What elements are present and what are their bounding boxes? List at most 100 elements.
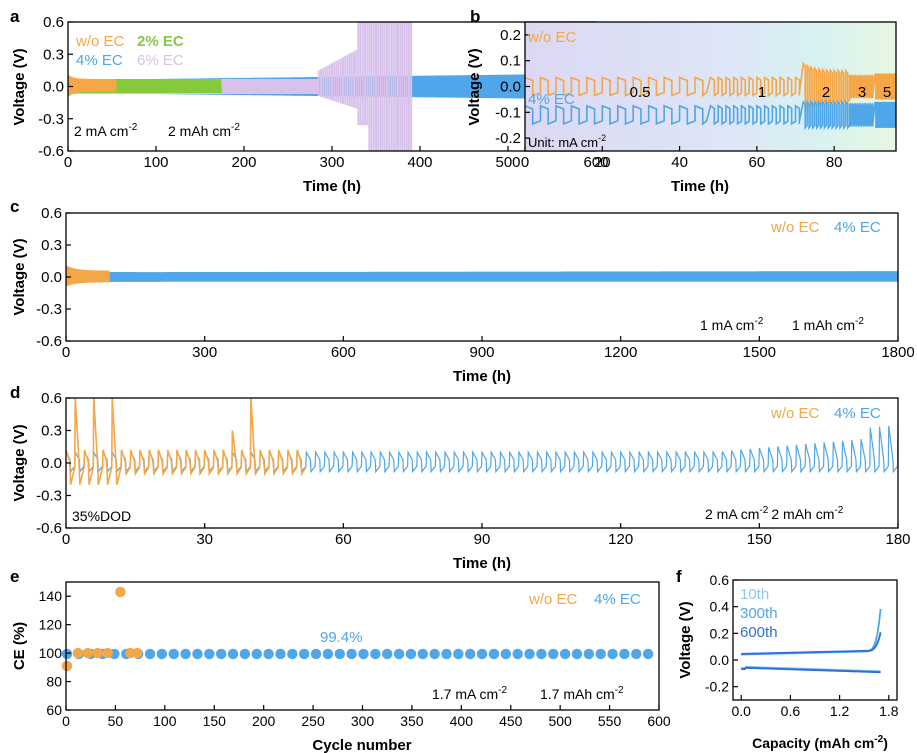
ylabel-f: Voltage (V) bbox=[677, 601, 694, 678]
legend-e-4-ec: 4% EC bbox=[594, 591, 641, 608]
point-e-4-ec bbox=[192, 648, 203, 660]
e-xtick-label: 150 bbox=[203, 713, 227, 729]
point-e-4-ec bbox=[287, 648, 298, 660]
b-xtick-label: 80 bbox=[826, 154, 843, 171]
point-e-4-ec bbox=[370, 648, 381, 660]
series-c-wo-ec bbox=[66, 265, 110, 287]
panel-f-voltage-capacity: f 0.0 0.6 1.2 1.8-0.20.00.20.40.6 10th 300t… bbox=[676, 567, 899, 751]
point-e-4-ec bbox=[429, 648, 440, 660]
c-xtick-label: 0 bbox=[62, 344, 70, 361]
a-xtick-label: 300 bbox=[319, 154, 344, 171]
point-e-4-ec bbox=[642, 648, 654, 660]
point-e-4-ec bbox=[204, 648, 215, 660]
d-xtick-label: 180 bbox=[885, 531, 910, 548]
a-xtick-label: 100 bbox=[143, 154, 168, 171]
b-xtick-label: 20 bbox=[594, 154, 611, 171]
e-xtick-label: 100 bbox=[153, 713, 177, 729]
legend-c-4-ec: 4% EC bbox=[834, 219, 881, 236]
b-ytick-label: -0.2 bbox=[495, 130, 521, 147]
legend-f-600th: 600th bbox=[740, 624, 778, 641]
point-e-4-ec bbox=[548, 648, 559, 660]
a-ytick-label: 0.6 bbox=[43, 14, 64, 31]
a-ytick-label: 0.0 bbox=[43, 79, 64, 96]
a-ytick-label: -0.3 bbox=[38, 111, 64, 128]
point-e-4-ec bbox=[488, 648, 500, 660]
point-e-4-ec bbox=[334, 648, 345, 660]
legend-d-4-ec: 4% EC bbox=[834, 405, 881, 422]
condition-d: 2 mA cm-2 2 mAh cm-2 bbox=[705, 505, 844, 522]
point-e-4-ec bbox=[607, 648, 618, 660]
e-xtick-label: 350 bbox=[400, 713, 424, 729]
point-e-4-ec bbox=[263, 648, 274, 660]
rate-label-2: 2 bbox=[822, 84, 830, 101]
point-e-4-ec bbox=[393, 648, 405, 660]
rate-label-0-5: 0.5 bbox=[630, 84, 651, 101]
d-xtick-label: 0 bbox=[62, 531, 70, 548]
xlabel-c: Time (h) bbox=[453, 368, 511, 385]
point-e-4-ec bbox=[536, 648, 547, 660]
ylabel-a: Voltage (V) bbox=[11, 48, 28, 125]
legend-a-wo-ec: w/o EC bbox=[75, 33, 125, 50]
f-ytick-label: 0.4 bbox=[710, 599, 730, 615]
point-e-4-ec bbox=[595, 648, 606, 660]
e-xtick-label: 250 bbox=[301, 713, 325, 729]
e-xtick-label: 50 bbox=[108, 713, 124, 729]
point-e-4-ec bbox=[500, 648, 512, 660]
c-ytick-label: -0.6 bbox=[36, 333, 62, 350]
panel-label-d: d bbox=[10, 383, 20, 402]
e-xtick-label: 550 bbox=[598, 713, 622, 729]
point-e-4-ec bbox=[358, 648, 369, 660]
point-e-4-ec bbox=[465, 648, 476, 660]
condition-a-current: 2 mA cm-2 bbox=[74, 122, 138, 139]
c-xtick-label: 600 bbox=[331, 344, 356, 361]
legend-a-6-ec: 6% EC bbox=[137, 52, 184, 69]
e-xtick-label: 600 bbox=[647, 713, 671, 729]
point-e-4-ec bbox=[180, 648, 191, 660]
f-xtick-label: 1.2 bbox=[830, 703, 850, 719]
f-xtick-label: 0.0 bbox=[731, 703, 751, 719]
legend-f-10th: 10th bbox=[740, 586, 769, 603]
c-xtick-label: 1500 bbox=[743, 344, 776, 361]
xlabel-a: Time (h) bbox=[303, 178, 361, 195]
b-ytick-label: 0.0 bbox=[500, 79, 521, 96]
legend-a-2-ec: 2% EC bbox=[137, 33, 184, 50]
legend-a-4-ec: 4% EC bbox=[76, 52, 123, 69]
c-ytick-label: 0.3 bbox=[41, 237, 62, 254]
point-e-4-ec bbox=[61, 648, 73, 660]
condition-e-capacity: 1.7 mAh cm-2 bbox=[540, 685, 624, 702]
e-xtick-label: 400 bbox=[450, 713, 474, 729]
point-e-wo-ec bbox=[131, 647, 143, 659]
panel-label-e: e bbox=[10, 567, 19, 586]
point-e-4-ec bbox=[168, 648, 179, 660]
panel-label-a: a bbox=[10, 7, 20, 26]
d-xtick-label: 30 bbox=[196, 531, 213, 548]
rate-label-1: 1 bbox=[758, 84, 766, 101]
point-e-4-ec bbox=[144, 648, 156, 660]
point-e-4-ec bbox=[239, 648, 251, 660]
f-xtick-label: 1.8 bbox=[879, 703, 899, 719]
point-e-4-ec bbox=[405, 648, 417, 660]
e-xtick-label: 450 bbox=[499, 713, 523, 729]
panel-label-f: f bbox=[676, 567, 682, 586]
point-e-4-ec bbox=[512, 648, 523, 660]
b-xtick-label: 60 bbox=[749, 154, 766, 171]
a-xtick-label: 500 bbox=[495, 154, 520, 171]
f-xtick-label: 0.6 bbox=[781, 703, 801, 719]
point-e-4-ec bbox=[583, 648, 595, 660]
point-e-wo-ec bbox=[72, 647, 84, 659]
point-e-4-ec bbox=[215, 648, 227, 660]
b-xtick-label: 0 bbox=[521, 154, 529, 171]
point-e-4-ec bbox=[346, 648, 357, 660]
series-a-wo-ec bbox=[68, 74, 117, 98]
legend-c-wo-ec: w/o EC bbox=[770, 219, 820, 236]
d-ytick-label: 0.3 bbox=[41, 423, 62, 440]
panel-b-rate-performance: b 0 20 40 60 80 -0.2 -0.1 0.0 0.1 0.2 w/o EC 4% E… bbox=[466, 7, 897, 195]
ylabel-b: Voltage (V) bbox=[466, 48, 483, 125]
condition-c-capacity: 1 mAh cm-2 bbox=[792, 316, 864, 333]
d-xtick-label: 90 bbox=[474, 531, 491, 548]
point-e-wo-ec bbox=[82, 647, 93, 659]
point-e-4-ec bbox=[310, 648, 322, 660]
series-d-4-ec bbox=[66, 425, 898, 474]
e-ytick-label: 60 bbox=[46, 702, 62, 718]
